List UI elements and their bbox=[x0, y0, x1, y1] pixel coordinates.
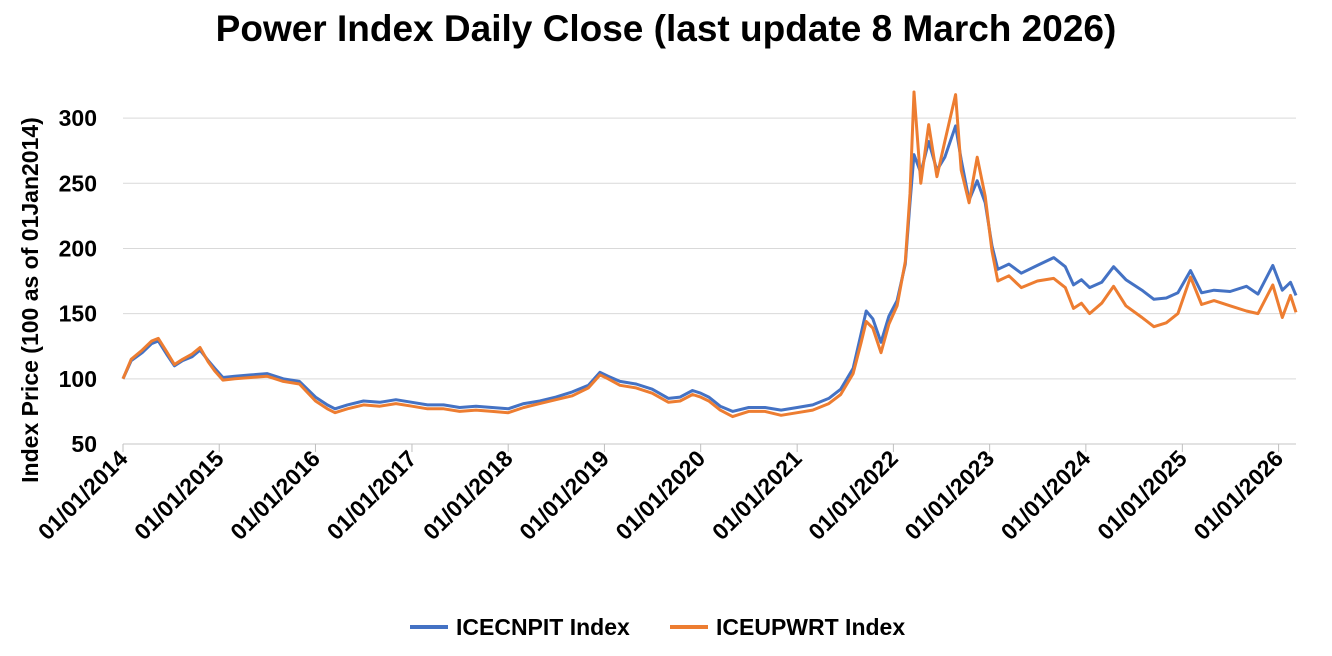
y-tick-label: 250 bbox=[59, 170, 97, 196]
y-axis-title: Index Price (100 as of 01Jan2014) bbox=[17, 117, 43, 483]
x-tick-label: 01/01/2026 bbox=[1188, 445, 1288, 545]
y-tick-label: 50 bbox=[71, 431, 97, 457]
x-ticks bbox=[122, 444, 1280, 452]
y-tick-label: 150 bbox=[59, 301, 97, 327]
chart-title: Power Index Daily Close (last update 8 M… bbox=[215, 8, 1117, 49]
x-tick-label: 01/01/2022 bbox=[803, 445, 903, 545]
gridlines bbox=[123, 117, 1296, 380]
y-tick-label: 200 bbox=[59, 235, 97, 261]
x-tick-label: 01/01/2020 bbox=[610, 445, 710, 545]
legend-label: ICECNPIT Index bbox=[456, 614, 630, 640]
y-tick-label: 100 bbox=[59, 366, 97, 392]
x-tick-label: 01/01/2019 bbox=[514, 445, 614, 545]
x-tick-label: 01/01/2017 bbox=[322, 445, 422, 545]
plot-series bbox=[121, 90, 1298, 419]
x-tick-label: 01/01/2015 bbox=[129, 445, 229, 545]
legend: ICECNPIT Index ICEUPWRT Index bbox=[410, 614, 905, 640]
x-tick-label: 01/01/2021 bbox=[707, 445, 807, 545]
x-tick-label: 01/01/2016 bbox=[225, 445, 325, 545]
x-tick-label: 01/01/2018 bbox=[418, 445, 518, 545]
y-tick-label: 300 bbox=[59, 105, 97, 131]
x-tick-label: 01/01/2025 bbox=[1092, 445, 1192, 545]
series-line-1 bbox=[121, 124, 1298, 413]
y-tick-labels: 50 100 150 200 250 300 bbox=[59, 105, 97, 457]
x-tick-label: 01/01/2024 bbox=[996, 445, 1096, 545]
legend-label: ICEUPWRT Index bbox=[716, 614, 905, 640]
series-line-2 bbox=[121, 90, 1298, 419]
x-tick-label: 01/01/2014 bbox=[33, 445, 133, 545]
x-tick-labels: 01/01/201401/01/201501/01/201601/01/2017… bbox=[33, 445, 1288, 545]
x-tick-label: 01/01/2023 bbox=[899, 445, 999, 545]
